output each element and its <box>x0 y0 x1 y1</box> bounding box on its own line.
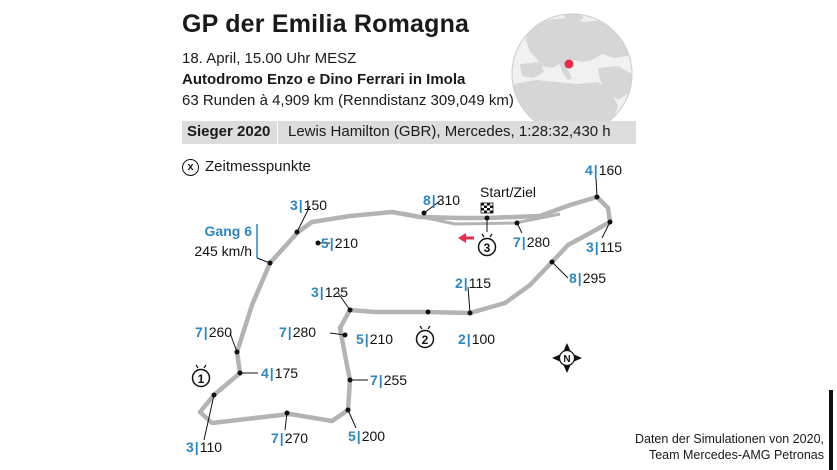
stopwatch-icon <box>477 233 497 257</box>
svg-text:2: 2 <box>422 333 429 347</box>
measurement-point: 3|115 <box>586 239 622 255</box>
measurement-point: 7|270 <box>271 430 308 446</box>
measurement-point: 3|110 <box>186 439 222 455</box>
source-line-1: Daten der Simulationen von 2020, <box>634 432 824 446</box>
measurement-point: 8|310 <box>423 192 460 208</box>
measurement-point: 7|280 <box>513 234 550 250</box>
source-line-2: Team Mercedes-AMG Petronas <box>648 448 824 462</box>
compass-icon: N <box>552 343 582 373</box>
page-title: GP der Emilia Romagna <box>182 10 470 38</box>
track-line <box>197 194 613 426</box>
source-note: Daten der Simulationen von 2020, Team Me… <box>635 431 824 463</box>
legend-label: Zeitmesspunkte <box>205 158 311 175</box>
circuit-name: Autodromo Enzo e Dino Ferrari in Imola <box>182 71 466 88</box>
measurement-point: 5|200 <box>348 428 385 444</box>
measurement-point: 3|150 <box>290 197 327 213</box>
svg-text:3: 3 <box>484 241 491 255</box>
legend: x Zeitmesspunkte <box>182 158 311 176</box>
timing-marker-icon: x <box>182 159 199 176</box>
measurement-point: 4|175 <box>261 365 298 381</box>
winner-value: Lewis Hamilton (GBR), Mercedes, 1:28:32,… <box>288 123 611 140</box>
measurement-point: 2|100 <box>458 331 495 347</box>
stopwatch-icon <box>415 325 435 349</box>
start-finish-label: Start/Ziel <box>480 184 536 200</box>
edge-bar <box>829 390 833 470</box>
measurement-point: 7|280 <box>279 324 316 340</box>
timing-point-2: 2 <box>415 325 435 349</box>
measurement-point: 8|295 <box>569 270 606 286</box>
measurement-point: 4|160 <box>585 162 622 178</box>
measurement-point: 2|115 <box>455 275 491 291</box>
stopwatch-icon <box>191 364 211 388</box>
checkered-flag-icon <box>480 202 494 214</box>
winner-label: Sieger 2020 <box>187 123 271 140</box>
race-distance: 63 Runden à 4,909 km (Renndistanz 309,04… <box>182 92 514 109</box>
speed-label: 245 km/h <box>194 243 252 259</box>
gang-label: Gang 6 <box>205 223 253 239</box>
timing-point-1: 1 <box>191 364 211 388</box>
pit-lane <box>402 211 561 226</box>
race-date: 18. April, 15.00 Uhr MESZ <box>182 50 357 67</box>
timing-point-3: 3 <box>477 233 497 257</box>
gear-speed-labels: 3|150 5|210 8|310 7|280 4|160 3|115 8|29… <box>186 162 622 455</box>
measurement-point: 5|210 <box>321 235 358 251</box>
measurement-point: 5|210 <box>356 331 393 347</box>
svg-text:1: 1 <box>198 372 205 386</box>
direction-arrow-icon <box>458 233 474 243</box>
location-dot <box>564 59 574 69</box>
measurement-point: 3|125 <box>311 284 348 300</box>
measurement-point: 7|260 <box>195 324 232 340</box>
svg-text:N: N <box>563 354 570 365</box>
winner-bar: Sieger 2020 Lewis Hamilton (GBR), Merced… <box>182 121 636 144</box>
measurement-point: 7|255 <box>370 372 407 388</box>
winner-divider <box>277 121 278 144</box>
